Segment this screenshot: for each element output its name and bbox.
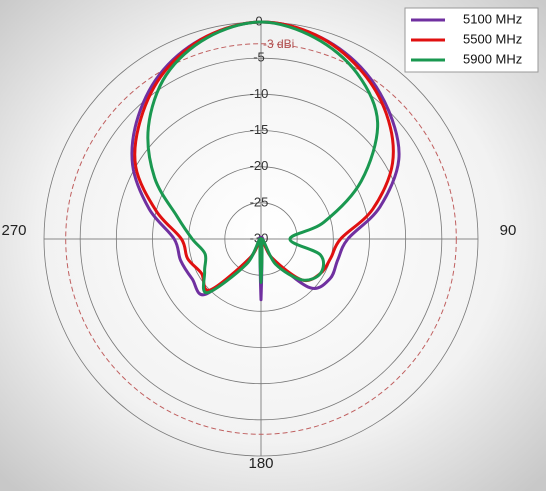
grid-ring — [115, 93, 407, 385]
theta-tick-label: 90 — [500, 222, 517, 239]
series-line — [130, 20, 401, 302]
theta-tick-label: 180 — [248, 455, 273, 472]
reference-label: -3 dBi — [263, 37, 294, 51]
legend-label: 5100 MHz — [463, 11, 522, 26]
grid-ring — [188, 166, 334, 312]
legend-label: 5900 MHz — [463, 51, 522, 66]
r-tick-label: -25 — [250, 194, 269, 209]
theta-tick-label: 270 — [1, 222, 26, 239]
reference-ring — [65, 43, 457, 435]
grid-ring — [152, 130, 370, 348]
legend-label: 5500 MHz — [463, 31, 522, 46]
r-tick-label: -20 — [250, 158, 269, 173]
grid-ring — [79, 57, 443, 421]
series-line — [146, 20, 380, 295]
r-tick-label: -15 — [250, 122, 269, 137]
r-tick-label: -10 — [250, 86, 269, 101]
r-tick-label: -5 — [253, 50, 265, 65]
